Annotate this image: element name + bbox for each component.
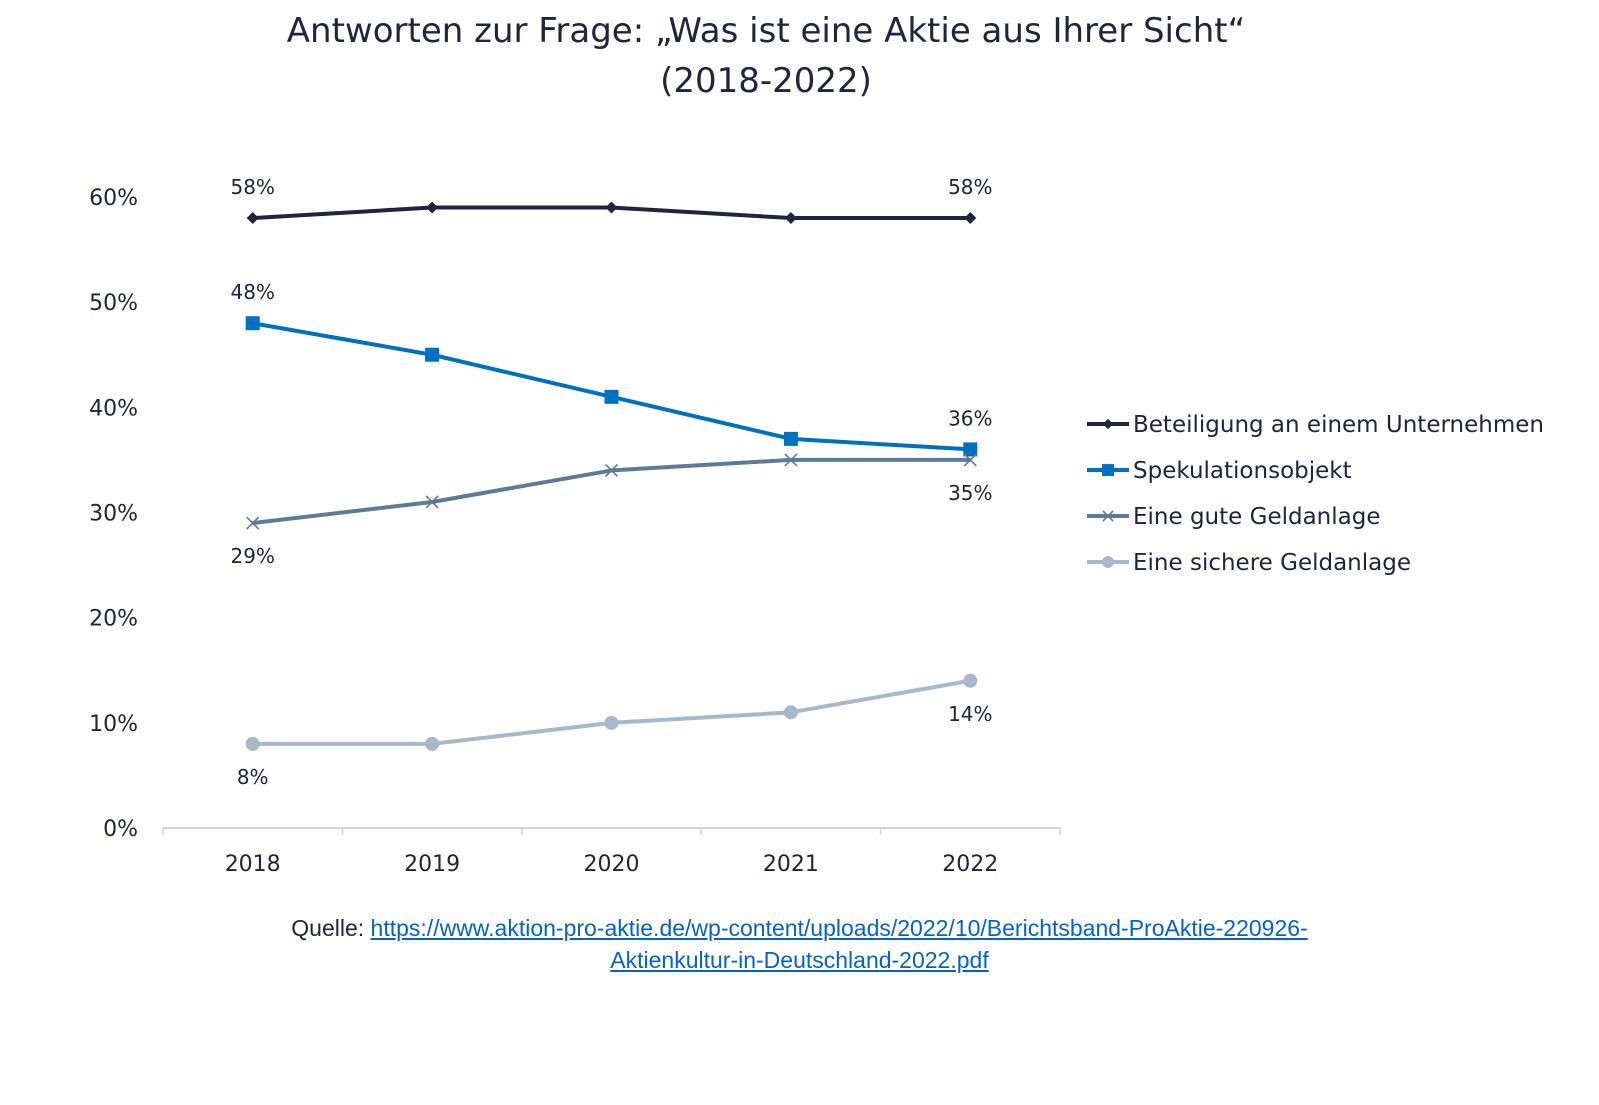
data-label: 35% — [948, 481, 992, 505]
series-2: 29% 35% — [230, 453, 993, 568]
chart-subtitle: (2018-2022) — [660, 61, 872, 101]
data-label: 14% — [948, 702, 992, 726]
x-tick-label: 2022 — [942, 852, 998, 877]
data-label: 8% — [237, 765, 269, 789]
data-point — [425, 736, 440, 751]
data-point — [605, 201, 618, 214]
y-tick-label: 40% — [89, 396, 138, 421]
legend-item: Eine gute Geldanlage — [1087, 504, 1381, 530]
data-point — [604, 463, 619, 477]
axes: 2018 2019 2020 2021 2022 0% 10% 20% 30% 40% 50% 60% — [89, 186, 1061, 877]
legend-label: Eine sichere Geldanlage — [1133, 550, 1411, 576]
line-chart: Antworten zur Frage: „Was ist eine Aktie… — [89, 11, 1544, 877]
legend-label: Beteiligung an einem Unternehmen — [1133, 412, 1544, 438]
data-point — [1102, 464, 1114, 476]
legend-item: Eine sichere Geldanlage — [1087, 550, 1411, 576]
x-tick-label: 2018 — [225, 852, 281, 877]
series-line — [252, 321, 971, 452]
series-line — [252, 678, 971, 746]
source-note: Quelle: https://www.aktion-pro-aktie.de/… — [0, 912, 1599, 976]
data-label: 58% — [230, 175, 274, 199]
data-point — [246, 212, 259, 225]
y-tick-label: 50% — [89, 291, 138, 316]
data-point — [784, 212, 797, 225]
data-point — [604, 715, 619, 730]
series-1: 48% 36% — [230, 280, 993, 457]
data-point — [425, 495, 439, 509]
data-label: 29% — [230, 544, 274, 568]
data-point — [964, 212, 977, 225]
data-point — [245, 316, 260, 331]
x-tick-label: 2019 — [404, 852, 460, 877]
data-point — [604, 389, 619, 404]
legend-item: Spekulationsobjekt — [1087, 458, 1352, 484]
data-label: 48% — [230, 280, 274, 304]
data-point — [963, 442, 978, 457]
data-label: 36% — [948, 406, 992, 430]
source-link-continued[interactable]: Aktienkultur-in-Deutschland-2022.pdf — [610, 947, 989, 973]
chart-title: Antworten zur Frage: „Was ist eine Aktie… — [287, 11, 1245, 51]
legend-label: Eine gute Geldanlage — [1133, 504, 1381, 530]
data-point — [784, 453, 798, 467]
y-tick-label: 0% — [103, 817, 138, 842]
series-3: 8% 14% — [237, 673, 993, 789]
data-point — [1102, 556, 1114, 568]
y-tick-label: 10% — [89, 712, 138, 737]
data-point — [783, 705, 798, 720]
data-label: 58% — [948, 175, 992, 199]
data-point — [1102, 510, 1114, 522]
data-point — [1102, 418, 1114, 430]
data-point — [783, 431, 798, 446]
data-point — [426, 201, 439, 214]
data-point — [246, 516, 260, 530]
source-link[interactable]: https://www.aktion-pro-aktie.de/wp-conte… — [370, 915, 1308, 941]
y-tick-label: 20% — [89, 607, 138, 632]
x-tick-label: 2021 — [763, 852, 819, 877]
data-point — [963, 673, 978, 688]
data-point — [245, 736, 260, 751]
series-0: 58% 58% — [230, 175, 993, 225]
x-tick-label: 2020 — [584, 852, 640, 877]
legend-item: Beteiligung an einem Unternehmen — [1087, 412, 1544, 438]
source-prefix: Quelle: — [291, 915, 371, 941]
y-tick-label: 30% — [89, 502, 138, 527]
y-tick-label: 60% — [89, 186, 138, 211]
series-lines: 58% 58% 48% 36% 29% 35% 8% 14% — [230, 175, 992, 789]
legend: Beteiligung an einem Unternehmen Spekulat… — [1087, 412, 1544, 576]
legend-label: Spekulationsobjekt — [1133, 458, 1352, 484]
data-point — [425, 347, 440, 362]
data-point — [963, 453, 977, 467]
